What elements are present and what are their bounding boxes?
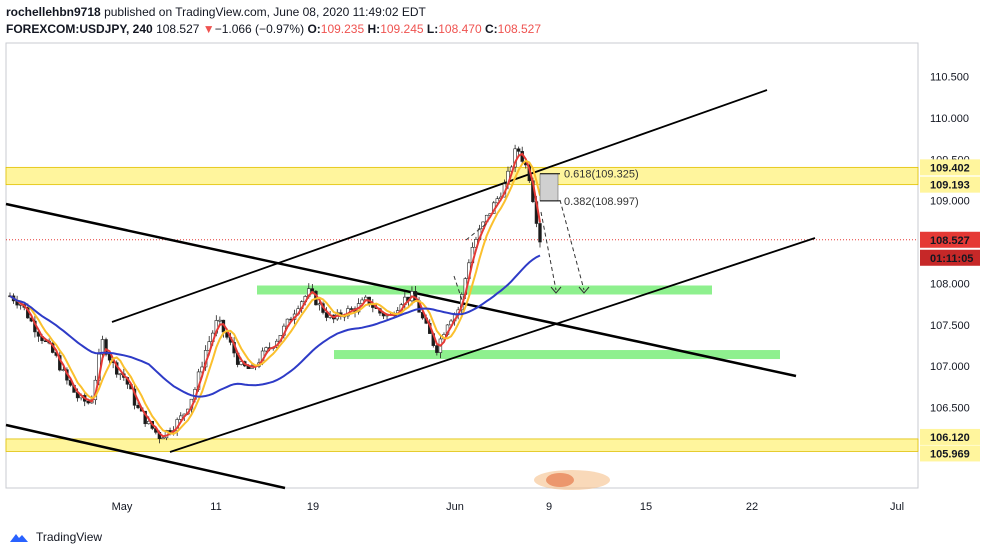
x-tick-label: 22 [746, 501, 758, 513]
candle-body [104, 339, 108, 355]
candle-body [218, 319, 222, 322]
zone-support [5, 438, 919, 452]
change-value: −1.066 (−0.97%) [214, 22, 305, 36]
close-value: 108.527 [497, 22, 542, 36]
close-label: C: [484, 22, 498, 36]
open-value: 109.235 [320, 22, 365, 36]
channel-upper-line [111, 89, 768, 323]
descending-line [5, 202, 797, 378]
x-tick-label: Jul [890, 501, 904, 513]
low-label: L: [426, 22, 439, 36]
price-label-bg [920, 445, 980, 462]
fib-box [539, 173, 559, 202]
x-tick-label: May [112, 501, 133, 513]
fib-label-0: 0.618(109.325) [564, 169, 639, 181]
price-chart[interactable]: 0.618(109.325)0.382(108.997) 110.500110.… [0, 40, 992, 530]
candle-body [495, 198, 500, 204]
projection-dash-3 [453, 275, 463, 301]
author-name[interactable]: rochellehbn9718 [6, 5, 101, 19]
candle-body [264, 347, 268, 352]
brand-name[interactable]: TradingView [36, 530, 103, 544]
arrowhead-icon [550, 286, 562, 294]
price-label-bg [920, 159, 980, 176]
zone-resistance [5, 166, 919, 186]
lower-descending-line [5, 423, 286, 490]
symbol-label: FOREXCOM:USDJPY, 240 [6, 22, 153, 36]
plot-area[interactable] [5, 42, 919, 489]
y-tick-label: 110.500 [930, 72, 969, 84]
green-zone-upper [257, 285, 712, 295]
candle-body [239, 361, 243, 365]
projection-dash-0 [540, 211, 557, 291]
candle-body [179, 415, 183, 420]
candle-body [61, 369, 66, 371]
zones-layer [5, 166, 919, 452]
open-label: O: [307, 22, 321, 36]
candle-body [136, 404, 140, 409]
x-tick-label: 9 [546, 501, 552, 513]
candle-body [161, 437, 165, 440]
published-text: published on TradingView.com, June 08, 2… [104, 5, 426, 19]
publish-line: rochellehbn9718 published on TradingView… [6, 4, 986, 21]
tradingview-logo-icon [10, 534, 28, 542]
footer: TradingView [8, 528, 102, 546]
candle-body [538, 223, 542, 243]
ma-slow-line [9, 254, 541, 398]
watermark-blob-inner [546, 473, 574, 487]
down-arrow-icon: ▼ [202, 22, 215, 36]
candle-body [86, 400, 90, 404]
x-tick-label: 11 [210, 501, 221, 513]
candle-body [349, 308, 354, 310]
y-tick-label: 107.000 [930, 361, 970, 373]
ma-mid-line [9, 159, 541, 435]
price-label: 109.402 [930, 162, 970, 174]
y-tick-label: 106.500 [930, 403, 970, 415]
arrowhead-icon [578, 286, 590, 294]
candle-body [100, 339, 105, 355]
trendlines-layer [5, 89, 918, 490]
x-tick-label: Jun [446, 501, 464, 513]
candle-body [435, 345, 439, 353]
price-label: 108.527 [930, 235, 970, 247]
last-price: 108.527 [156, 22, 200, 36]
price-label: 105.969 [930, 448, 970, 460]
y-tick-label: 108.000 [930, 278, 970, 290]
price-label-bg [920, 176, 980, 193]
x-tick-label: 15 [640, 501, 652, 513]
price-label-bg [920, 428, 980, 445]
price-label-bg [920, 249, 980, 266]
green-zone-lower [334, 350, 780, 360]
candle-body [107, 354, 112, 361]
fib-label-1: 0.382(108.997) [564, 196, 639, 208]
price-label-bg [920, 231, 980, 248]
y-tick-label: 110.000 [930, 113, 969, 125]
moving-averages-layer [9, 152, 541, 438]
channel-lower-line [169, 237, 816, 453]
chart-header: rochellehbn9718 published on TradingView… [6, 4, 986, 40]
high-value: 109.245 [380, 22, 424, 36]
high-label: H: [367, 22, 381, 36]
projection-dash-2 [465, 223, 487, 241]
candle-body [118, 373, 122, 376]
y-tick-label: 109.000 [930, 196, 970, 208]
price-label: 01:11:05 [930, 253, 973, 265]
x-tick-label: 19 [307, 501, 319, 513]
ohlc-line: FOREXCOM:USDJPY, 240 108.527 ▼−1.066 (−0… [6, 21, 986, 38]
fib-layer: 0.618(109.325) 0.382(108.997) [453, 169, 639, 301]
price-label: 106.120 [930, 432, 970, 444]
candle-body [310, 288, 315, 292]
ma-fast-line [9, 152, 541, 438]
axis-layer: 110.500110.000109.500109.000108.500108.0… [112, 72, 980, 513]
low-value: 108.470 [438, 22, 482, 36]
projection-dash-1 [559, 199, 585, 291]
y-tick-label: 107.500 [930, 320, 970, 332]
watermark-logo [534, 470, 610, 490]
candle-body [516, 148, 521, 152]
price-label: 109.193 [930, 180, 970, 192]
